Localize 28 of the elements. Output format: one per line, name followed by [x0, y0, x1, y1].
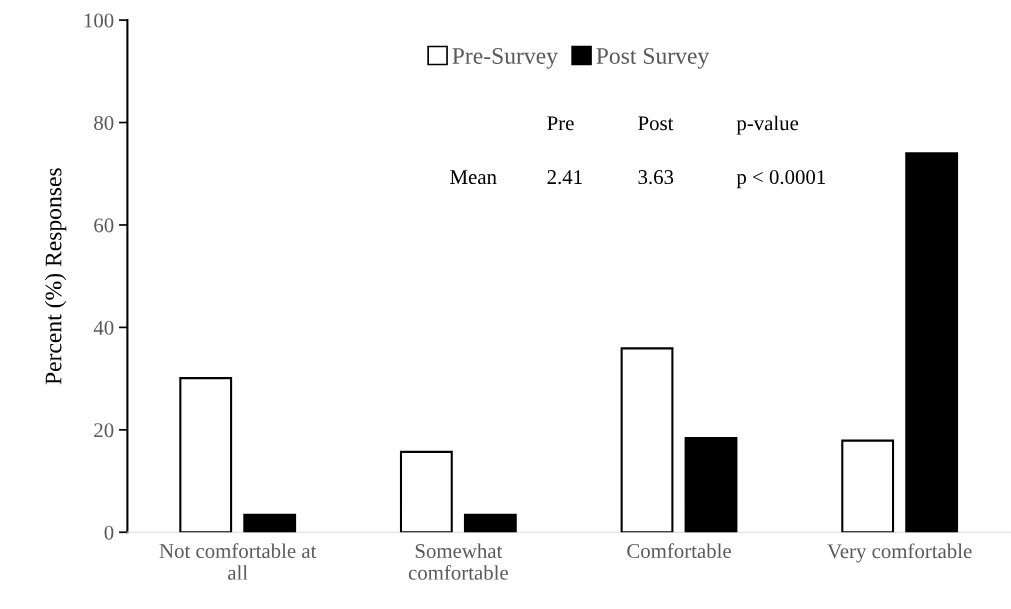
bar: [243, 513, 297, 533]
annotation: Mean: [450, 170, 497, 185]
y-axis-title: Percent (%) Responses: [44, 168, 67, 385]
x-tick-label: Very comfortable: [827, 543, 972, 563]
legend-label: Pre-Survey: [452, 48, 558, 69]
annotation: Pre: [547, 116, 574, 131]
x-tick-label: Comfortable: [627, 543, 731, 559]
annotation: Post: [638, 116, 674, 131]
legend-label: Post Survey: [596, 48, 710, 69]
annotation: p < 0.0001: [736, 170, 826, 189]
bar: [841, 439, 895, 533]
y-tick-label: 80: [94, 115, 114, 130]
x-tick-label: Not comfortable at all: [159, 543, 317, 580]
x-tick-label: Somewhat comfortable: [408, 543, 508, 580]
annotation: p-value: [736, 115, 799, 135]
y-tick-label: 40: [93, 320, 114, 335]
y-tick-label: 0: [104, 525, 114, 540]
bar: [684, 436, 738, 533]
bar: [905, 152, 959, 533]
bar: [620, 347, 674, 533]
bar: [463, 513, 517, 533]
y-tick-label: 100: [84, 13, 114, 28]
y-tick-label: 60: [94, 218, 114, 233]
bar: [399, 450, 453, 533]
annotation: 2.41: [547, 170, 582, 185]
y-tick-label: 20: [94, 423, 114, 438]
bar: [179, 377, 233, 533]
annotation: 3.63: [638, 170, 674, 185]
